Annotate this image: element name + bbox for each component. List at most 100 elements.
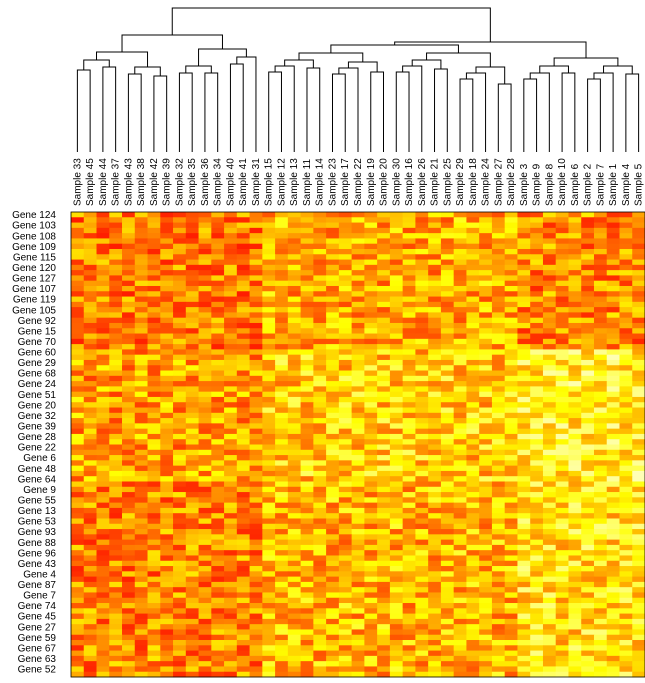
heatmap-cell xyxy=(173,402,187,408)
heatmap-cell xyxy=(517,460,531,467)
heatmap-cell xyxy=(198,661,212,667)
heatmap-cell xyxy=(593,449,608,456)
heatmap-cell xyxy=(173,529,187,535)
heatmap-cell xyxy=(313,608,327,614)
heatmap-cell xyxy=(581,338,595,345)
heatmap-cell xyxy=(351,238,365,245)
heatmap-cell xyxy=(542,259,557,266)
heatmap-cell xyxy=(134,671,148,678)
heatmap-cell xyxy=(491,534,506,541)
heatmap-cell xyxy=(185,322,199,329)
heatmap-cell xyxy=(491,613,506,620)
heatmap-cell xyxy=(185,449,199,456)
heatmap-cell xyxy=(249,402,263,408)
heatmap-cell xyxy=(262,275,276,282)
heatmap-cell xyxy=(224,597,238,604)
heatmap-cell xyxy=(173,254,187,260)
heatmap-cell xyxy=(351,433,365,440)
heatmap-cell xyxy=(249,285,263,292)
heatmap-cell xyxy=(326,460,340,467)
heatmap-cell xyxy=(479,243,493,250)
heatmap-cell xyxy=(96,396,110,403)
heatmap-cell xyxy=(134,338,148,345)
heatmap-cell xyxy=(581,365,595,371)
heatmap-cell xyxy=(287,460,301,467)
heatmap-cell xyxy=(83,507,97,514)
heatmap-cell xyxy=(632,381,645,387)
heatmap-cell xyxy=(173,444,187,451)
heatmap-cell xyxy=(185,375,199,382)
heatmap-cell xyxy=(504,455,518,461)
heatmap-cell xyxy=(313,396,327,403)
heatmap-cell xyxy=(428,217,442,223)
heatmap-cell xyxy=(389,544,404,551)
heatmap-cell xyxy=(71,280,85,287)
heatmap-cell xyxy=(211,523,225,530)
heatmap-cell xyxy=(160,285,174,292)
heatmap-cell xyxy=(185,470,199,477)
heatmap-cell xyxy=(313,270,327,276)
heatmap-cell xyxy=(83,402,97,408)
heatmap-cell xyxy=(224,624,238,630)
heatmap-cell xyxy=(338,481,353,488)
heatmap-cell xyxy=(389,264,404,271)
heatmap-cell xyxy=(351,402,365,408)
heatmap-cell xyxy=(453,285,467,292)
heatmap-cell xyxy=(377,381,391,387)
heatmap-cell xyxy=(262,507,276,514)
heatmap-cell xyxy=(147,248,161,255)
heatmap-cell xyxy=(313,460,327,467)
heatmap-cell xyxy=(568,629,582,636)
heatmap-cell xyxy=(542,296,557,303)
heatmap-cell xyxy=(389,375,404,382)
heatmap-cell xyxy=(619,629,633,636)
heatmap-cell xyxy=(275,592,289,599)
heatmap-cell xyxy=(453,655,467,662)
heatmap-cell xyxy=(211,513,225,519)
heatmap-cell xyxy=(262,592,276,599)
heatmap-cell xyxy=(606,349,620,356)
heatmap-cell xyxy=(211,301,225,308)
heatmap-cell xyxy=(632,470,645,477)
heatmap-cell xyxy=(619,433,633,440)
heatmap-cell xyxy=(581,370,595,377)
heatmap-cell xyxy=(275,254,289,260)
heatmap-cell xyxy=(504,513,518,519)
heatmap-cell xyxy=(96,296,110,303)
heatmap-cell xyxy=(479,513,493,519)
heatmap-cell xyxy=(504,428,518,435)
heatmap-cell xyxy=(313,634,327,641)
heatmap-cell xyxy=(83,217,97,223)
heatmap-cell xyxy=(249,576,263,583)
dendrogram-branch xyxy=(229,63,244,73)
heatmap-cell xyxy=(555,476,569,482)
heatmap-cell xyxy=(530,671,544,678)
heatmap-cell xyxy=(211,455,225,461)
heatmap-cell xyxy=(402,544,416,551)
heatmap-cell xyxy=(134,233,148,239)
heatmap-cell xyxy=(491,396,506,403)
heatmap-cell xyxy=(224,486,238,493)
heatmap-cell xyxy=(479,222,493,229)
heatmap-cell xyxy=(377,555,391,562)
heatmap-cell xyxy=(440,423,455,430)
heatmap-cell xyxy=(389,354,404,361)
heatmap-cell xyxy=(504,212,518,218)
heatmap-cell xyxy=(338,465,353,472)
heatmap-cell xyxy=(287,238,301,245)
heatmap-cell xyxy=(160,222,174,229)
heatmap-cell xyxy=(555,571,569,577)
heatmap-cell xyxy=(96,587,110,593)
heatmap-cell xyxy=(236,560,250,567)
heatmap-cell xyxy=(173,476,187,482)
heatmap-cell xyxy=(491,661,506,667)
heatmap-cell xyxy=(402,455,416,461)
heatmap-cell xyxy=(504,523,518,530)
heatmap-cell xyxy=(351,507,365,514)
heatmap-cell xyxy=(377,259,391,266)
heatmap-cell xyxy=(96,518,110,525)
heatmap-cell xyxy=(555,523,569,530)
heatmap-cell xyxy=(606,280,620,287)
heatmap-cell xyxy=(71,624,85,630)
heatmap-cell xyxy=(300,227,314,234)
